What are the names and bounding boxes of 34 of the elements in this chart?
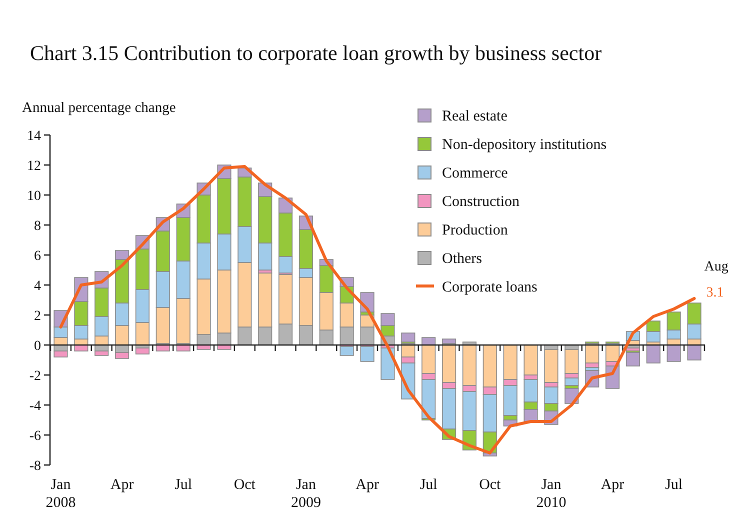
x-tick-label: Oct <box>234 477 256 493</box>
text: 3.1 <box>706 286 724 300</box>
x-tick-label: Apr <box>600 477 624 493</box>
legend-label: Non-depository institutions <box>442 136 607 153</box>
x-tick-label: Jan 2010 <box>536 477 566 511</box>
legend-label: Production <box>442 222 508 238</box>
y-tick-label: -8 <box>29 458 41 474</box>
legend-label: Real estate <box>442 108 508 124</box>
legend-label: Commerce <box>442 165 508 182</box>
x-tick-label: Jul <box>420 477 438 493</box>
y-tick-label: 12 <box>27 158 41 174</box>
y-tick-label: 4 <box>34 278 41 294</box>
y-tick-label: -4 <box>29 398 41 414</box>
legend-label: Others <box>442 250 482 267</box>
y-tick-label: 14 <box>27 128 41 144</box>
legend-label: Construction <box>442 194 520 210</box>
y-tick-label: 2 <box>34 308 41 324</box>
y-tick-label: -6 <box>29 428 41 444</box>
x-tick-label: Jul <box>174 477 192 493</box>
y-tick-label: -2 <box>29 368 41 384</box>
x-tick-label: Apr <box>110 477 134 493</box>
y-tick-label: 10 <box>27 188 41 204</box>
x-tick-label: Oct <box>479 477 502 493</box>
y-tick-label: 6 <box>34 248 41 264</box>
legend-label: Corporate loans <box>442 279 538 296</box>
y-axis-title: Annual percentage change <box>22 100 176 116</box>
x-tick-label: Jul <box>665 477 683 493</box>
y-tick-label: 8 <box>34 218 41 234</box>
x-tick-label: Jan 2009 <box>290 477 321 511</box>
annotation: Aug <box>704 260 728 274</box>
chart-title: Chart 3.15 Contribution to corporate loan growth by business sector <box>30 41 602 65</box>
y-tick-label: 0 <box>34 338 41 354</box>
x-tick-label: Apr <box>356 477 379 493</box>
x-tick-label: Jan 2008 <box>46 477 76 511</box>
